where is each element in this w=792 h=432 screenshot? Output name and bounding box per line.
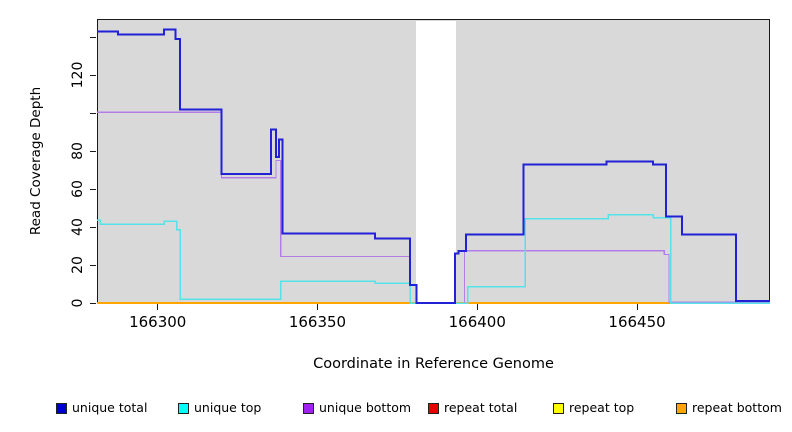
- series-line-unique-total: [97, 28, 770, 304]
- x-tick: [476, 304, 478, 310]
- x-tick: [316, 304, 318, 310]
- series-line-unique-bottom: [97, 111, 770, 304]
- y-tick: [90, 188, 96, 190]
- y-tick: [90, 226, 96, 228]
- legend-swatch-icon: [676, 403, 687, 414]
- legend-label: unique bottom: [319, 400, 412, 415]
- legend-label: repeat bottom: [692, 400, 782, 415]
- y-tick: [90, 302, 96, 304]
- series-line-unique-top: [97, 213, 770, 304]
- y-tick-label: 120: [70, 61, 86, 89]
- legend-swatch-icon: [303, 403, 314, 414]
- legend-swatch-icon: [56, 403, 67, 414]
- y-tick: [90, 36, 96, 38]
- y-tick: [90, 112, 96, 114]
- legend-swatch-icon: [553, 403, 564, 414]
- y-tick-label: 80: [70, 142, 86, 161]
- y-tick: [90, 150, 96, 152]
- legend-label: unique total: [72, 400, 148, 415]
- y-tick: [90, 74, 96, 76]
- y-tick: [90, 264, 96, 266]
- x-axis-label: Coordinate in Reference Genome: [313, 356, 554, 372]
- legend-label: unique top: [194, 400, 262, 415]
- x-tick: [636, 304, 638, 310]
- x-tick-label: 166400: [448, 313, 506, 331]
- legend-swatch-icon: [428, 403, 439, 414]
- legend-swatch-icon: [178, 403, 189, 414]
- legend-label: repeat top: [569, 400, 635, 415]
- x-tick-label: 166450: [608, 313, 666, 331]
- series-lines-layer: [97, 28, 770, 304]
- plot-area: [97, 19, 770, 303]
- masked-gap-band: [415, 21, 457, 303]
- x-tick-label: 166350: [288, 313, 347, 331]
- x-tick: [157, 304, 159, 310]
- legend: unique total unique top unique bottom repea…: [0, 398, 792, 420]
- x-tick-label: 166300: [129, 313, 187, 331]
- legend-label: repeat total: [444, 400, 518, 415]
- y-axis-label: Read Coverage Depth: [28, 86, 44, 236]
